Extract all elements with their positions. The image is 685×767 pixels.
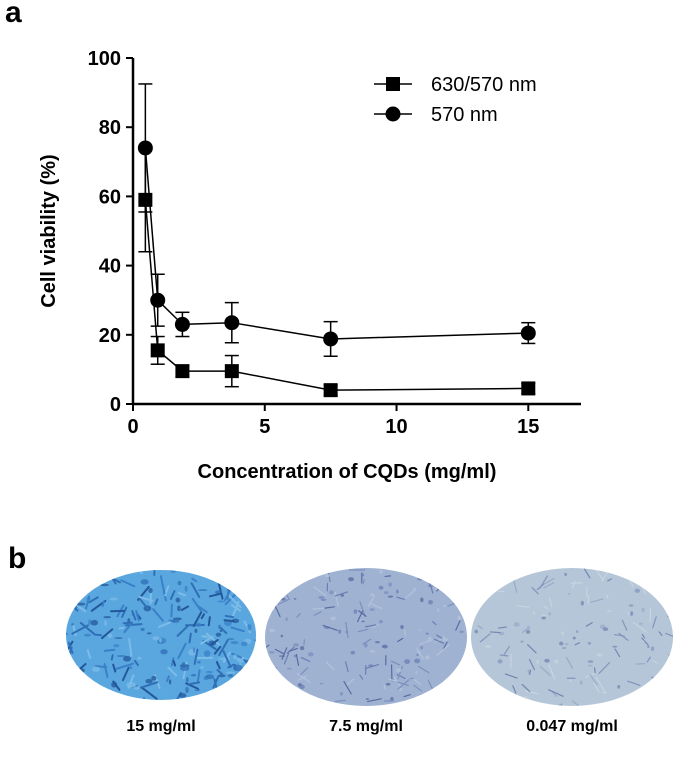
micrograph-15-mg-ml <box>66 570 256 700</box>
y-axis-title: Cell viability (%) <box>38 154 60 307</box>
x-tick-label: 0 <box>127 416 138 438</box>
panel-b-label: b <box>8 542 27 575</box>
x-tick-label: 10 <box>385 416 407 438</box>
legend-marker <box>386 77 400 91</box>
micrograph-caption-1: 15 mg/ml <box>126 718 196 735</box>
series-line <box>144 199 529 391</box>
y-tick-label: 20 <box>99 325 121 347</box>
data-point <box>137 140 153 156</box>
micrograph-texture <box>265 568 467 706</box>
y-tick-label: 80 <box>99 117 121 139</box>
y-tick-label: 100 <box>88 48 121 70</box>
micrograph-caption-2: 7.5 mg/ml <box>329 718 403 735</box>
data-point <box>521 381 536 396</box>
micrograph-0-047-mg-ml <box>471 568 673 706</box>
data-point <box>174 316 190 332</box>
x-tick-label: 5 <box>259 416 270 438</box>
data-point <box>224 315 240 331</box>
y-tick-label: 0 <box>110 394 121 416</box>
x-axis-title: Concentration of CQDs (mg/ml) <box>198 461 497 483</box>
data-point <box>323 331 339 347</box>
legend-marker <box>385 106 401 122</box>
y-tick-label: 60 <box>99 186 121 208</box>
micrograph-7-5-mg-ml <box>265 568 467 706</box>
data-point <box>224 364 239 379</box>
data-point <box>150 343 165 358</box>
micrograph-texture <box>471 568 673 706</box>
data-point <box>323 383 338 398</box>
x-tick-label: 15 <box>517 416 539 438</box>
legend-label: 630/570 nm <box>431 74 537 96</box>
data-point <box>520 325 536 341</box>
cell-viability-chart: 0 20 40 60 80 100 0 5 10 15 Concentration of CQDs … <box>38 48 581 483</box>
legend-label: 570 nm <box>431 104 498 126</box>
y-tick-label: 40 <box>99 256 121 278</box>
series-1 <box>138 147 536 398</box>
series-line <box>144 147 529 340</box>
data-point <box>175 364 190 379</box>
micrograph-caption-3: 0.047 mg/ml <box>526 718 618 735</box>
micrograph-texture <box>66 570 256 700</box>
series-2 <box>137 83 536 358</box>
panel-a-label: a <box>5 0 22 29</box>
data-point <box>150 292 166 308</box>
